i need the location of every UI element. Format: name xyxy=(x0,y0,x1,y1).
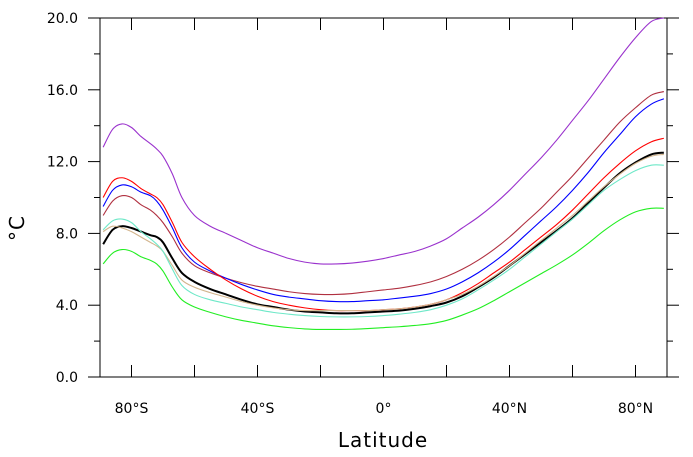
y-tick-label: 12.0 xyxy=(47,155,78,171)
series-line-5 xyxy=(102,151,664,315)
series-line-2 xyxy=(102,91,665,296)
series-line-4 xyxy=(102,137,665,312)
y-tick-label: 8.0 xyxy=(56,226,78,242)
series-layer xyxy=(102,17,665,331)
series-line-3 xyxy=(102,98,665,303)
series-line-6 xyxy=(102,153,664,312)
x-axis-title: Latitude xyxy=(338,428,428,452)
x-tick-label: 40°S xyxy=(241,401,275,417)
x-tick-label: 40°N xyxy=(492,401,527,417)
plot-frame xyxy=(99,17,668,378)
x-tick-label: 80°S xyxy=(115,401,149,417)
tick-labels-layer: 80°S 40°S 0° 40°N 80°N 0.0 4.0 8.0 12.0 16.0 20.0 xyxy=(47,11,653,417)
x-tick-label: 80°N xyxy=(618,401,653,417)
series-line-8 xyxy=(102,207,664,331)
y-tick-label: 0.0 xyxy=(56,370,78,386)
x-tick-label: 0° xyxy=(376,401,392,417)
series-line-7 xyxy=(102,164,664,318)
series-line-1 xyxy=(102,17,665,265)
y-tick-label: 4.0 xyxy=(56,298,78,314)
y-tick-label: 20.0 xyxy=(47,11,78,27)
plot-area-border xyxy=(99,17,668,378)
y-tick-label: 16.0 xyxy=(47,83,78,99)
ticks-layer xyxy=(88,17,679,378)
y-axis-title: °C xyxy=(5,215,29,241)
